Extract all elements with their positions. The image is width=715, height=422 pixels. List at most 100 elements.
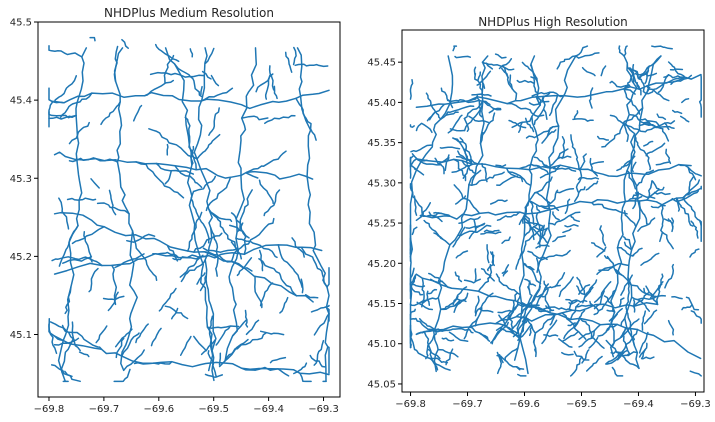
right-map-tributary bbox=[647, 157, 652, 171]
right-map-headwater bbox=[638, 348, 647, 358]
left-map-tributary bbox=[193, 232, 223, 253]
right-map-headwater bbox=[561, 351, 574, 356]
left-map-headwater bbox=[201, 70, 212, 80]
right-map-tributary bbox=[409, 158, 418, 179]
left-map-headwater bbox=[309, 354, 326, 368]
left-map-headwater bbox=[62, 256, 93, 264]
right-map-headwater bbox=[545, 305, 555, 312]
right-map-tributary bbox=[445, 111, 459, 116]
left-map-headwater bbox=[202, 247, 239, 253]
right-map-headwater bbox=[605, 350, 624, 365]
right-map-headwater bbox=[689, 248, 700, 258]
left-map-tributary bbox=[113, 45, 119, 83]
right-map-tributary bbox=[631, 63, 635, 77]
right-map-tributary bbox=[537, 306, 574, 311]
right-map-headwater bbox=[420, 122, 433, 134]
right-map-tributary bbox=[698, 73, 702, 103]
right-map-y-tick-label: 45.15 bbox=[367, 299, 396, 310]
right-map-headwater bbox=[564, 198, 571, 215]
right-map-headwater bbox=[573, 186, 586, 203]
right-map-headwater bbox=[671, 109, 683, 115]
right-map-tributary bbox=[495, 273, 505, 286]
right-map-headwater bbox=[679, 115, 690, 123]
right-map-headwater bbox=[537, 228, 548, 245]
left-map-tributary bbox=[295, 97, 317, 141]
right-map-tributary bbox=[487, 263, 493, 280]
right-map-parallel-tributary bbox=[558, 276, 574, 298]
left-map-parallel-tributary bbox=[179, 335, 192, 356]
right-map-headwater bbox=[568, 299, 579, 305]
right-map-tributary bbox=[622, 236, 633, 251]
left-map-tributary bbox=[245, 150, 287, 174]
right-map-tributary bbox=[541, 125, 554, 144]
left-map-tributary bbox=[190, 145, 197, 171]
right-map-tributary bbox=[591, 201, 628, 215]
right-map-headwater bbox=[681, 98, 690, 104]
right-map-title: NHDPlus High Resolution bbox=[478, 15, 628, 29]
right-map-tributary bbox=[425, 92, 442, 120]
right-map-tributary bbox=[616, 349, 629, 361]
right-map-tributary bbox=[630, 68, 642, 81]
left-map-tributary bbox=[186, 211, 203, 252]
right-map-headwater bbox=[562, 228, 572, 234]
left-map-tributary bbox=[191, 175, 217, 197]
right-map-headwater bbox=[589, 300, 600, 312]
right-map-headwater bbox=[486, 244, 490, 264]
right-map-tributary bbox=[698, 101, 702, 118]
left-map-headwater bbox=[90, 178, 100, 189]
left-map-parallel-tributary bbox=[135, 323, 149, 344]
left-map-headwater bbox=[78, 351, 90, 358]
right-map-tributary bbox=[543, 164, 558, 170]
right-map-headwater bbox=[524, 278, 537, 287]
right-map-tributary bbox=[579, 317, 593, 339]
right-map-tributary bbox=[625, 310, 636, 347]
left-map-tributary bbox=[48, 44, 83, 58]
right-map-headwater bbox=[645, 142, 666, 157]
right-map-tributary bbox=[638, 200, 649, 226]
right-map-parallel-tributary bbox=[608, 307, 623, 322]
right-map-tributary bbox=[638, 123, 664, 130]
right-map-tributary bbox=[533, 108, 545, 125]
right-map-headwater bbox=[585, 180, 599, 191]
left-map-headwater bbox=[132, 104, 143, 122]
right-map-headwater bbox=[498, 353, 504, 364]
left-map-parallel-tributary bbox=[200, 338, 217, 356]
left-map-title: NHDPlus Medium Resolution bbox=[104, 6, 274, 20]
right-map-headwater bbox=[515, 251, 523, 270]
right-map-tributary bbox=[478, 332, 489, 341]
right-map-tributary bbox=[501, 328, 522, 337]
right-map-tributary bbox=[440, 105, 475, 120]
left-map-parallel-tributary bbox=[95, 325, 108, 344]
right-map-headwater bbox=[564, 223, 579, 228]
left-map-headwater bbox=[300, 278, 304, 294]
right-map-tributary bbox=[485, 62, 494, 70]
right-map-tributary bbox=[538, 205, 551, 210]
right-map-parallel-tributary bbox=[463, 317, 479, 340]
right-map-headwater bbox=[409, 267, 415, 292]
right-map-parallel-tributary bbox=[605, 313, 618, 332]
right-map-parallel-tributary bbox=[593, 281, 612, 303]
right-map-parallel-tributary bbox=[643, 309, 658, 325]
right-map-headwater bbox=[535, 205, 541, 214]
right-map-y-tick-label: 45.10 bbox=[367, 339, 396, 350]
left-map-headwater bbox=[255, 73, 274, 93]
right-map-tributary bbox=[541, 224, 545, 238]
left-map-headwater bbox=[207, 350, 218, 378]
left-map-panel: NHDPlus Medium Resolution −69.8 −69.7 −69.… bbox=[10, 6, 341, 415]
right-map-tributary bbox=[429, 278, 443, 284]
left-map-headwater bbox=[293, 362, 308, 375]
right-map-tributary bbox=[685, 179, 701, 196]
right-map-headwater bbox=[428, 211, 443, 223]
left-map-headwater bbox=[273, 85, 278, 100]
right-map-tributary bbox=[661, 231, 674, 250]
right-map-headwater bbox=[474, 268, 477, 282]
left-map-tributary bbox=[180, 259, 206, 283]
right-map-tributary bbox=[429, 357, 449, 364]
right-map-tributary bbox=[570, 134, 580, 171]
right-map-y-ticks: 45.05 45.10 45.15 45.20 45.25 45.30 45.35 45.40… bbox=[367, 58, 402, 390]
left-map-tributary bbox=[143, 79, 175, 97]
left-map-headwater bbox=[304, 294, 319, 299]
left-map-headwater bbox=[284, 51, 293, 73]
right-map-y-tick-label: 45.35 bbox=[367, 138, 396, 149]
